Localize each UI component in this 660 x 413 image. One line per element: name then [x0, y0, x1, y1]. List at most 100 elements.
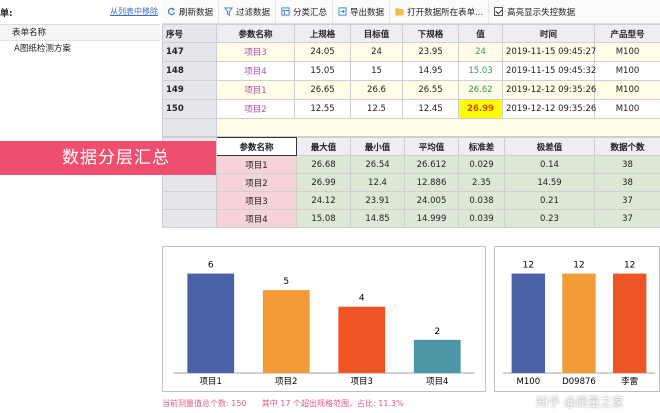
measurement-table: 序号 参数名称 上规格 目标值 下规格 值 时间 产品型号 147 项目3 24…	[162, 24, 660, 137]
col-header-model[interactable]: 产品型号	[594, 24, 660, 43]
bar-value-label-0: 6	[208, 261, 214, 271]
bar-2[interactable]	[612, 273, 647, 373]
col-header-time[interactable]: 时间	[502, 24, 595, 43]
cell-target: 24	[350, 42, 403, 62]
sum-header-count[interactable]: 数据个数	[594, 137, 660, 156]
toolbar: 刷新数据 过滤数据 分类汇总 导出数据 打开数据所在表单... 高亮显示失控数据	[162, 0, 660, 24]
cell-usl: 26.65	[294, 80, 351, 100]
cell-time: 2019-11-15 09:45:27	[502, 42, 596, 62]
sum-cell-std: 2.35	[458, 173, 505, 192]
x-tick-label-1: D09876	[562, 377, 596, 387]
watermark: 知乎 @质量之家	[536, 395, 624, 409]
summary-table: 序号 参数名称 最大值 最小值 平均值 标准差 极差值 数据个数 项目1 26.…	[162, 137, 660, 228]
x-tick-label-0: M100	[517, 377, 541, 387]
sum-cell-min: 23.91	[350, 191, 405, 210]
sum-header-std[interactable]: 标准差	[458, 137, 505, 156]
export-label: 导出数据	[350, 7, 385, 18]
summary-row[interactable]: 项目1 26.68 26.54 26.612 0.029 0.14 38	[162, 155, 660, 174]
table-row[interactable]: 147 项目3 24.05 24 23.95 24 2019-11-15 09:…	[162, 42, 660, 62]
sum-cell-std: 0.038	[458, 191, 505, 210]
group-summary-button[interactable]: 分类汇总	[276, 0, 334, 23]
sum-cell-param: 项目4	[216, 209, 297, 228]
row-id-empty	[162, 118, 217, 137]
row-id: 147	[162, 42, 217, 62]
layered-summary-banner: 数据分层汇总	[0, 141, 216, 175]
col-header-value[interactable]: 值	[458, 24, 503, 43]
sum-cell-avg: 26.612	[404, 155, 459, 174]
x-tick-label-0: 项目1	[200, 377, 222, 387]
row-id: 148	[162, 61, 217, 81]
sum-header-avg[interactable]: 平均值	[404, 137, 459, 156]
param-count-chart: 6 项目1 5 项目2 4 项目3 2 项目4	[173, 261, 475, 387]
cell-value: 26.62	[458, 80, 503, 100]
col-header-target[interactable]: 目标值	[350, 24, 403, 43]
sum-cell-count: 37	[594, 191, 660, 210]
export-button[interactable]: 导出数据	[333, 0, 391, 23]
highlight-checkbox[interactable]	[494, 7, 504, 16]
sum-row-id	[162, 191, 217, 210]
export-icon	[338, 7, 347, 16]
cell-time: 2019-12-12 09:35:26	[502, 99, 596, 119]
sum-header-param[interactable]: 参数名称	[216, 137, 297, 156]
filter-button[interactable]: 过滤数据	[219, 0, 277, 23]
bar-1[interactable]	[262, 290, 310, 373]
group-icon	[281, 7, 290, 16]
x-tick-label-1: 项目2	[275, 377, 297, 387]
sum-header-max[interactable]: 最大值	[296, 137, 351, 156]
col-header-param[interactable]: 参数名称	[216, 24, 295, 43]
row-id: 149	[162, 80, 217, 100]
x-tick-label-3: 项目4	[426, 377, 448, 387]
cell-usl: 12.55	[294, 99, 351, 119]
cell-lsl: 12.45	[402, 99, 459, 119]
sum-cell-max: 26.99	[296, 173, 351, 192]
sum-row-id	[162, 173, 217, 192]
sum-cell-count: 38	[594, 155, 660, 174]
open-folder-label: 打开数据所在表单...	[407, 7, 484, 18]
summary-row[interactable]: 项目2 26.99 12.4 12.886 2.35 14.59 38	[162, 173, 660, 192]
model-count-chart: 12 M100 12 D09876 12 李雷	[503, 261, 655, 387]
sum-cell-avg: 12.886	[404, 173, 459, 192]
sum-header-range[interactable]: 极差值	[504, 137, 595, 156]
sum-cell-std: 0.039	[458, 209, 505, 228]
cell-param: 项目4	[216, 61, 295, 81]
open-folder-button[interactable]: 打开数据所在表单...	[390, 0, 490, 23]
bar-0[interactable]	[187, 273, 235, 373]
filter-label: 过滤数据	[236, 7, 271, 18]
sum-cell-count: 38	[594, 173, 660, 192]
col-header-usl[interactable]: 上规格	[294, 24, 351, 43]
refresh-button[interactable]: 刷新数据	[162, 0, 220, 23]
summary-row[interactable]: 项目4 15.08 14.85 14.999 0.039 0.23 37	[162, 209, 660, 228]
cell-lsl: 23.95	[402, 42, 459, 62]
folder-icon	[395, 8, 404, 16]
cell-model: M100	[594, 99, 660, 119]
highlight-toggle[interactable]: 高亮显示失控数据	[489, 6, 580, 18]
bar-3[interactable]	[413, 339, 461, 373]
table-row[interactable]: 150 项目2 12.55 12.5 12.45 26.99 2019-12-1…	[162, 99, 660, 119]
table-row[interactable]: 149 项目1 26.65 26.6 26.55 26.62 2019-12-1…	[162, 80, 660, 100]
sum-cell-count: 37	[594, 209, 660, 228]
form-list-item[interactable]: A图纸检测方案	[14, 44, 71, 54]
row-id: 150	[162, 99, 217, 119]
sum-row-id	[162, 209, 217, 228]
bar-1[interactable]	[562, 273, 596, 373]
summary-row[interactable]: 项目3 24.12 23.91 24.005 0.038 0.21 37	[162, 191, 660, 210]
cell-usl: 15.05	[294, 61, 351, 81]
sum-cell-range: 14.59	[504, 173, 595, 192]
bar-2[interactable]	[338, 306, 386, 373]
empty-cell	[216, 118, 660, 137]
col-header-id[interactable]: 序号	[162, 24, 217, 43]
bar-value-label-0: 12	[523, 261, 534, 271]
sum-cell-std: 0.029	[458, 155, 505, 174]
col-header-lsl[interactable]: 下规格	[402, 24, 459, 43]
bar-value-label-2: 12	[624, 261, 635, 271]
cell-param: 项目2	[216, 99, 295, 119]
remove-from-list-link[interactable]: 从列表中移除	[110, 7, 158, 16]
sum-header-min[interactable]: 最小值	[350, 137, 405, 156]
cell-model: M100	[594, 42, 660, 62]
table-row-empty	[162, 118, 660, 137]
cell-value-out-of-spec: 26.99	[458, 99, 503, 119]
table-row[interactable]: 148 项目4 15.05 15 14.95 15.03 2019-11-15 …	[162, 61, 660, 81]
model-count-chart-panel: 12 M100 12 D09876 12 李雷	[494, 246, 660, 392]
param-count-chart-panel: 6 项目1 5 项目2 4 项目3 2 项目4	[162, 246, 486, 392]
bar-0[interactable]	[511, 273, 546, 373]
